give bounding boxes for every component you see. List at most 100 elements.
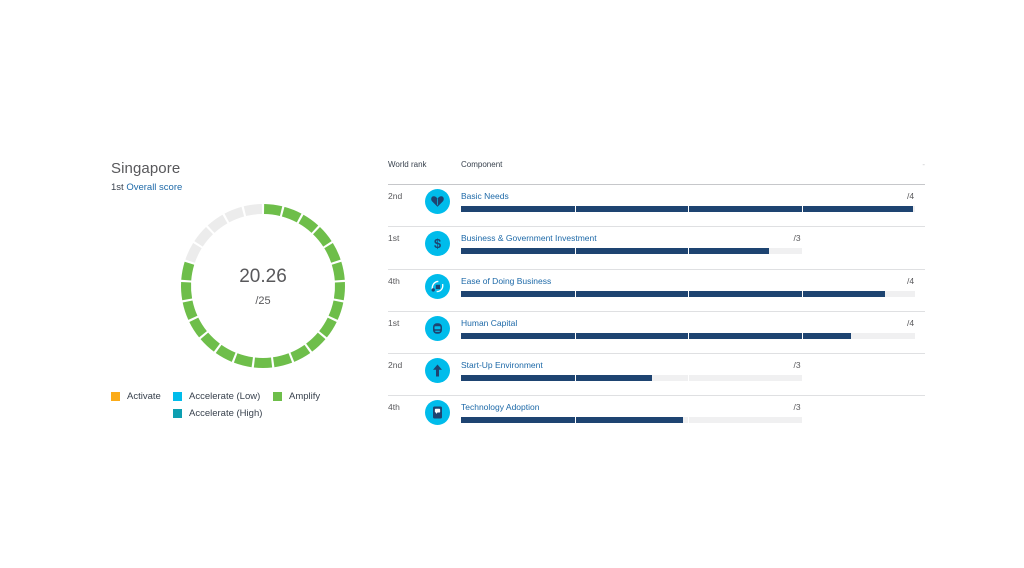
- score-bar-track: [461, 332, 915, 339]
- ring-segment-empty: [207, 214, 228, 233]
- score-bar-tick: [688, 332, 689, 339]
- row-component-label[interactable]: Technology Adoption: [461, 402, 540, 413]
- dollar-icon: $: [425, 231, 450, 257]
- ring-segment-filled: [182, 300, 198, 320]
- score-bar-fill: [461, 332, 852, 339]
- row-world-rank: 1st: [388, 233, 400, 244]
- heart-icon: [425, 189, 450, 214]
- ring-segment-filled: [290, 344, 311, 362]
- score-value: 20.26: [239, 266, 287, 287]
- score-bar-fill: [461, 248, 769, 255]
- overall-rank: 1st: [111, 182, 124, 193]
- row-max-label: /3: [793, 233, 801, 244]
- ring-segment-filled: [181, 261, 195, 281]
- legend-swatch-activate: [111, 392, 120, 401]
- score-bar-tick: [688, 375, 689, 382]
- ring-segment-filled: [331, 261, 345, 281]
- header-component: Component: [461, 160, 503, 169]
- ring-segment-filled: [233, 353, 253, 368]
- score-bar-track: [461, 375, 802, 382]
- score-bar-fill: [461, 290, 886, 297]
- component-table: World rank Component - 2nd Basic Needs/4 1…: [388, 160, 925, 439]
- score-ring-chart: [181, 204, 345, 368]
- ring-segment-filled: [328, 300, 344, 320]
- country-name: Singapore: [111, 160, 181, 177]
- score-bar-tick: [574, 248, 576, 255]
- human-capital-icon: [425, 315, 450, 341]
- row-component-label[interactable]: Start-Up Environment: [461, 360, 543, 371]
- ring-segment-filled: [273, 353, 293, 368]
- score-bar-tick: [574, 206, 576, 212]
- header-extra: -: [922, 160, 925, 169]
- row-world-rank: 4th: [388, 275, 400, 286]
- row-max-label: /3: [793, 360, 801, 371]
- score-bar-tick: [574, 375, 576, 382]
- score-bar-tick: [574, 417, 576, 424]
- row-max-label: /4: [907, 317, 915, 328]
- legend-swatch-accelerate-low: [173, 392, 182, 401]
- row-component-label[interactable]: Ease of Doing Business: [461, 275, 552, 286]
- ring-segment-filled: [215, 344, 236, 362]
- row-world-rank: 1st: [388, 317, 400, 328]
- ring-segment-filled: [313, 227, 332, 247]
- score-bar-tick: [688, 417, 689, 424]
- row-world-rank: 2nd: [388, 191, 403, 201]
- row-max-label: /4: [907, 191, 915, 201]
- phone-chat-icon: [425, 400, 450, 426]
- score-bar-tick: [801, 206, 803, 212]
- row-component-label[interactable]: Basic Needs: [461, 191, 509, 201]
- score-bar-fill: [461, 206, 913, 212]
- score-bar-tick: [688, 248, 689, 255]
- legend-activate: Activate: [111, 391, 161, 402]
- legend-accelerate-low: Accelerate (Low): [173, 391, 260, 402]
- ring-segment-filled: [333, 281, 345, 301]
- row-component-label[interactable]: Business & Government Investment: [461, 233, 597, 244]
- table-row[interactable]: 2nd Basic Needs/4: [388, 185, 925, 228]
- ring-segment-filled: [264, 204, 283, 217]
- header-world-rank: World rank: [388, 160, 427, 169]
- legend-label-accelerate-low: Accelerate (Low): [189, 391, 261, 402]
- ring-segment-filled: [298, 214, 319, 233]
- ring-segment-empty: [185, 243, 202, 263]
- legend-swatch-amplify: [273, 392, 282, 401]
- arrow-up-icon: [425, 358, 450, 384]
- score-bar-track: [461, 248, 802, 255]
- score-bar-track: [461, 206, 915, 212]
- ring-segment-filled: [200, 332, 220, 352]
- ring-segment-filled: [181, 281, 193, 301]
- svg-text:$: $: [434, 236, 441, 251]
- table-header: World rank Component -: [388, 160, 925, 185]
- row-max-label: /4: [907, 275, 915, 286]
- score-ring: 20.26 /25: [180, 203, 346, 369]
- ease-of-business-icon: [425, 273, 450, 299]
- ring-segment-filled: [281, 206, 302, 223]
- score-bar-tick: [574, 332, 576, 339]
- table-row[interactable]: 2nd Start-Up Environment/3: [388, 354, 925, 397]
- score-bar-tick: [688, 290, 689, 297]
- score-bar-tick: [801, 290, 803, 297]
- row-component-label[interactable]: Human Capital: [461, 317, 518, 328]
- table-row[interactable]: 1st Human Capital/4: [388, 312, 925, 355]
- table-row[interactable]: 1st $ Business & Government Investment/3: [388, 227, 925, 270]
- row-world-rank: 2nd: [388, 360, 403, 371]
- score-bar-track: [461, 417, 802, 424]
- table-row[interactable]: 4th Ease of Doing Business/4: [388, 270, 925, 312]
- legend-accelerate-high: Accelerate (High): [173, 408, 262, 419]
- row-max-label: /3: [793, 402, 801, 413]
- legend-swatch-accelerate-high: [173, 409, 182, 418]
- table-row[interactable]: 4th Technology Adoption/3: [388, 396, 925, 438]
- ring-segment-empty: [224, 206, 245, 223]
- overall-score-link[interactable]: Overall score: [126, 182, 183, 193]
- ring-segment-filled: [189, 317, 207, 338]
- legend-label-amplify: Amplify: [289, 391, 321, 402]
- legend-amplify: Amplify: [273, 391, 320, 402]
- overall-rank-line: 1st Overall score: [111, 182, 356, 193]
- score-bar-fill: [461, 375, 652, 382]
- score-bar-track: [461, 290, 915, 297]
- ring-segment-filled: [319, 317, 337, 338]
- score-bar-tick: [574, 290, 576, 297]
- legend-label-accelerate-high: Accelerate (High): [189, 408, 263, 419]
- ring-segment-filled: [324, 243, 341, 263]
- score-max: /25: [255, 295, 271, 307]
- row-world-rank: 4th: [388, 402, 400, 413]
